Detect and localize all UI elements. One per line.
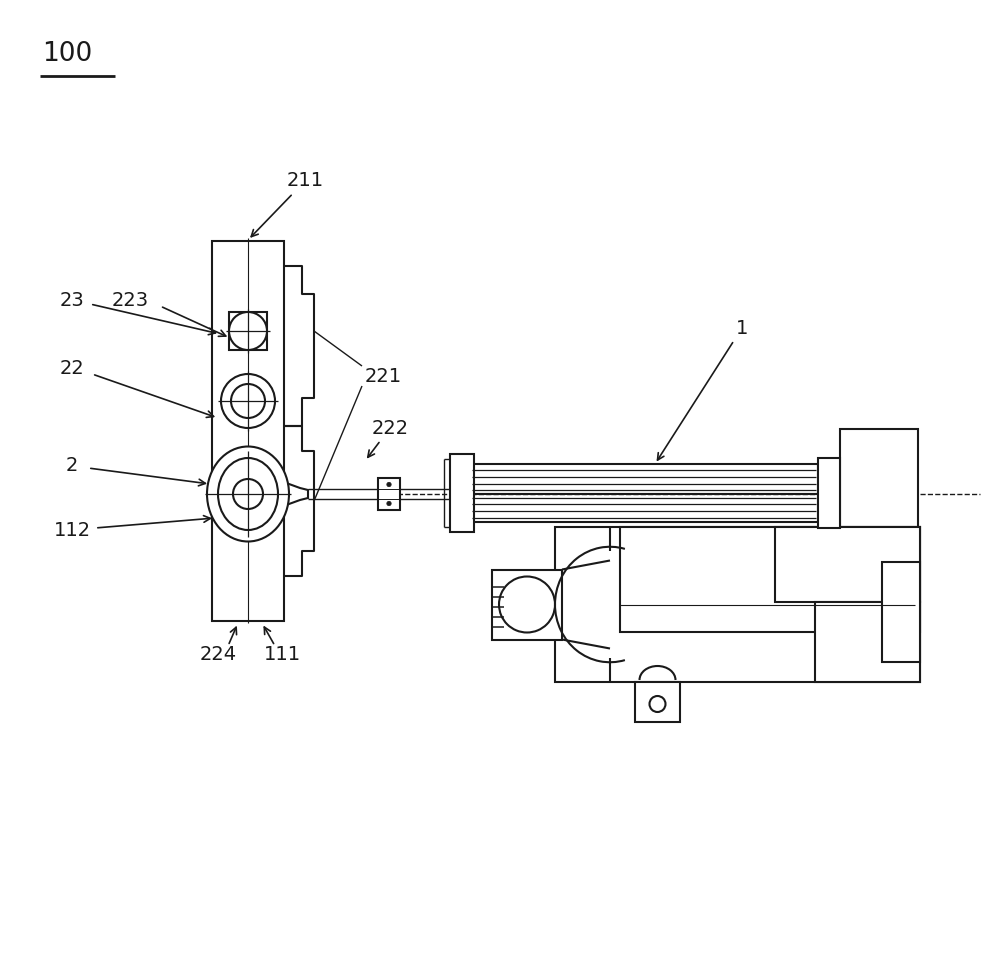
Bar bbox=[840, 429, 918, 559]
Bar bbox=[212, 241, 284, 621]
Text: 222: 222 bbox=[368, 419, 409, 457]
Text: 211: 211 bbox=[251, 171, 324, 237]
Text: 22: 22 bbox=[60, 358, 84, 378]
Text: 224: 224 bbox=[199, 644, 237, 663]
Circle shape bbox=[387, 482, 391, 487]
Bar bbox=[378, 478, 400, 510]
Bar bbox=[882, 562, 920, 662]
Text: 2: 2 bbox=[66, 457, 78, 475]
Bar bbox=[815, 602, 920, 682]
Circle shape bbox=[221, 374, 275, 428]
Ellipse shape bbox=[207, 446, 289, 541]
Circle shape bbox=[387, 501, 391, 506]
Circle shape bbox=[229, 312, 267, 350]
Text: 23: 23 bbox=[60, 292, 84, 311]
Bar bbox=[775, 527, 920, 602]
Bar bbox=[470, 464, 818, 494]
Bar bbox=[555, 527, 920, 682]
Text: 223: 223 bbox=[111, 292, 149, 311]
Text: 111: 111 bbox=[263, 644, 301, 663]
Ellipse shape bbox=[218, 458, 278, 530]
Circle shape bbox=[649, 696, 666, 712]
Bar bbox=[620, 527, 920, 632]
Bar bbox=[492, 570, 562, 640]
Bar bbox=[229, 312, 267, 350]
Bar bbox=[635, 682, 680, 722]
Circle shape bbox=[233, 479, 263, 509]
Text: 1: 1 bbox=[657, 318, 748, 460]
Text: 100: 100 bbox=[42, 41, 92, 67]
Text: 221: 221 bbox=[365, 366, 402, 385]
Text: 112: 112 bbox=[53, 522, 91, 540]
Circle shape bbox=[231, 384, 265, 418]
Bar bbox=[450, 454, 474, 532]
Bar bbox=[818, 458, 840, 528]
Bar bbox=[470, 494, 818, 522]
